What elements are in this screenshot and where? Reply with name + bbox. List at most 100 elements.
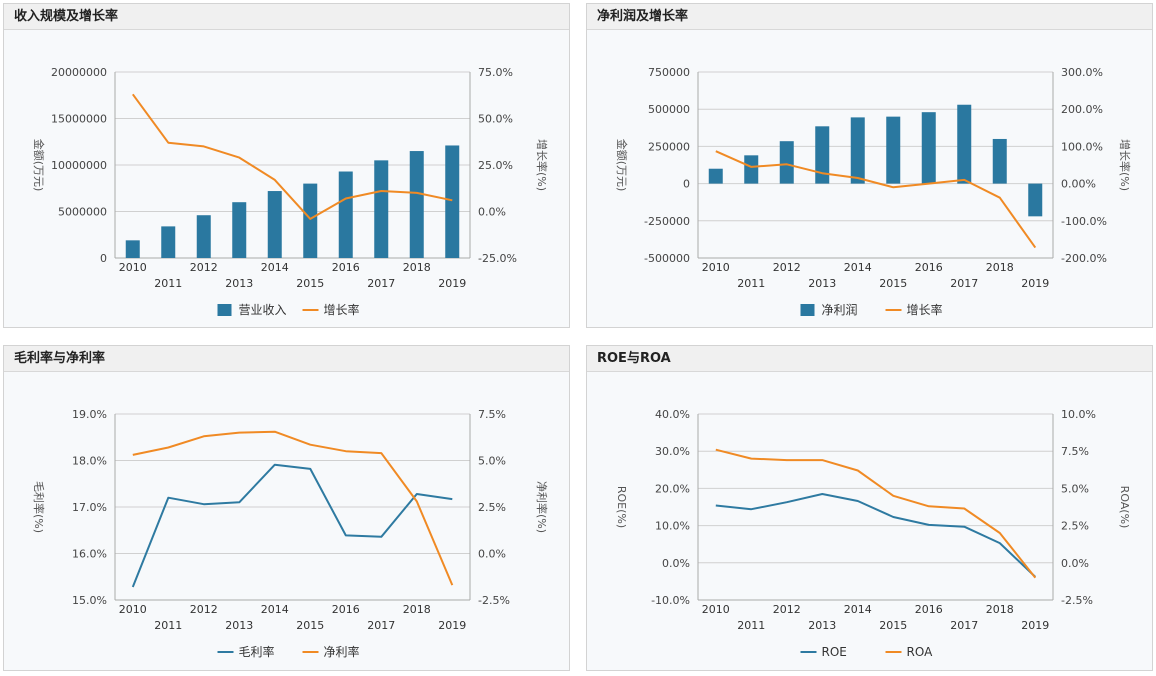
y-left-tick-label: 250000 — [648, 140, 690, 153]
bar — [374, 160, 389, 258]
bar — [232, 202, 247, 258]
series-line — [132, 430, 454, 586]
y-left-tick-label: 30.0% — [655, 445, 690, 458]
legend-label: 净利润 — [822, 303, 858, 317]
bar — [992, 138, 1007, 184]
y-left-tick-label: -250000 — [644, 215, 690, 228]
bar — [708, 168, 723, 184]
y-left-tick-label: 20.0% — [655, 482, 690, 495]
series-line — [131, 93, 453, 220]
bar — [1028, 183, 1043, 217]
legend-swatch — [800, 304, 815, 316]
x-tick-label: 2017 — [367, 277, 395, 290]
y-right-axis-title: 净利率(%) — [535, 481, 549, 533]
x-tick-label: 2014 — [844, 261, 872, 274]
x-tick-label: 2014 — [844, 603, 872, 616]
y-right-tick-label: 7.5% — [478, 408, 506, 421]
y-right-tick-label: -2.5% — [478, 594, 510, 607]
x-tick-label: 2012 — [190, 603, 218, 616]
x-tick-label: 2018 — [986, 603, 1014, 616]
bar — [125, 240, 140, 258]
x-tick-label: 2018 — [403, 261, 431, 274]
y-right-tick-label: -25.0% — [478, 252, 517, 265]
x-tick-label: 2015 — [296, 277, 324, 290]
bar — [196, 215, 211, 258]
series-line — [715, 493, 1036, 578]
x-tick-label: 2013 — [225, 619, 253, 632]
x-tick-label: 2011 — [737, 277, 765, 290]
y-left-tick-label: 40.0% — [655, 408, 690, 421]
y-right-tick-label: 2.5% — [478, 501, 506, 514]
y-right-tick-label: 7.5% — [1061, 445, 1089, 458]
y-left-tick-label: 19.0% — [72, 408, 107, 421]
x-tick-label: 2014 — [261, 261, 289, 274]
bar — [161, 226, 176, 258]
net-profit-chart: -500000 -250000 0 250000 500000 750000 -200.0%… — [615, 66, 1132, 317]
bar — [744, 155, 759, 184]
legend-label: 净利率 — [324, 644, 360, 659]
x-tick-label: 2016 — [915, 261, 943, 274]
x-tick-label: 2011 — [737, 619, 765, 632]
x-tick-label: 2012 — [190, 261, 218, 274]
y-right-axis-title: 增长率(%) — [1118, 139, 1132, 191]
x-tick-label: 2010 — [702, 261, 730, 274]
panel-title: ROE与ROA — [587, 346, 1152, 372]
y-right-tick-label: 50.0% — [478, 113, 513, 126]
x-tick-label: 2017 — [950, 277, 978, 290]
x-tick-label: 2019 — [1021, 277, 1049, 290]
y-right-tick-label: 25.0% — [478, 159, 513, 172]
x-tick-label: 2017 — [367, 619, 395, 632]
y-right-tick-label: 0.0% — [478, 548, 506, 561]
y-right-tick-label: -100.0% — [1061, 215, 1107, 228]
legend-label: ROE — [822, 645, 847, 659]
x-tick-label: 2017 — [950, 619, 978, 632]
x-tick-label: 2015 — [879, 277, 907, 290]
y-right-tick-label: -2.5% — [1061, 594, 1093, 607]
series-line — [131, 463, 453, 588]
y-left-tick-label: 16.0% — [72, 548, 107, 561]
roe-roa-chart-panel: ROE与ROA -10.0% 0.0% 10.0% 20.0% 30.0% 40.0% -2… — [586, 345, 1153, 671]
series-line — [715, 448, 1037, 579]
x-tick-label: 2010 — [702, 603, 730, 616]
x-tick-label: 2018 — [986, 261, 1014, 274]
bar — [779, 141, 794, 184]
x-tick-label: 2012 — [773, 603, 801, 616]
legend-label: 增长率 — [907, 302, 943, 317]
x-tick-label: 2013 — [808, 619, 836, 632]
y-right-axis-title: ROA(%) — [1118, 486, 1131, 529]
bar — [303, 183, 318, 258]
y-left-tick-label: 18.0% — [72, 455, 107, 468]
y-right-tick-label: 0.0% — [1061, 557, 1089, 570]
x-tick-label: 2019 — [438, 277, 466, 290]
y-left-tick-label: 5000000 — [58, 206, 107, 219]
x-tick-label: 2016 — [332, 603, 360, 616]
x-tick-label: 2016 — [915, 603, 943, 616]
bar — [850, 117, 865, 184]
y-left-axis-title: 毛利率(%) — [32, 481, 46, 533]
x-tick-label: 2012 — [773, 261, 801, 274]
x-tick-label: 2015 — [879, 619, 907, 632]
y-right-tick-label: -200.0% — [1061, 252, 1107, 265]
series-line — [715, 150, 1037, 249]
y-right-tick-label: 75.0% — [478, 66, 513, 79]
y-left-tick-label: 10000000 — [51, 159, 107, 172]
revenue-chart: 0 5000000 10000000 15000000 20000000 -25.0% 0.… — [32, 66, 549, 317]
roe-roa-chart: -10.0% 0.0% 10.0% 20.0% 30.0% 40.0% -2.5% 0.0% 2… — [615, 408, 1131, 659]
y-left-tick-label: 15000000 — [51, 113, 107, 126]
bar — [886, 116, 901, 184]
y-right-tick-label: 100.0% — [1061, 140, 1103, 153]
y-right-tick-label: 10.0% — [1061, 408, 1096, 421]
legend-label: ROA — [907, 645, 934, 659]
y-right-tick-label: 200.0% — [1061, 103, 1103, 116]
x-tick-label: 2013 — [225, 277, 253, 290]
x-tick-label: 2010 — [119, 261, 147, 274]
bar — [921, 112, 936, 184]
x-tick-label: 2019 — [438, 619, 466, 632]
y-right-axis-title: 增长率(%) — [535, 139, 549, 191]
y-left-tick-label: 0.0% — [662, 557, 690, 570]
bar — [445, 145, 460, 258]
y-left-tick-label: 20000000 — [51, 66, 107, 79]
y-left-axis-title: ROE(%) — [615, 486, 628, 528]
y-left-tick-label: 0 — [683, 178, 690, 191]
y-left-tick-label: 15.0% — [72, 594, 107, 607]
